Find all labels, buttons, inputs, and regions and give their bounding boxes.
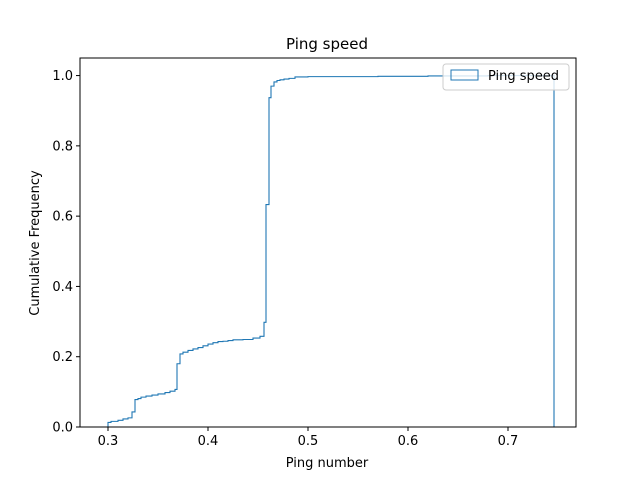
axes-frame: [79, 57, 577, 428]
legend-label: Ping speed: [488, 69, 559, 84]
chart-title: Ping speed: [286, 35, 368, 53]
x-tick-label: 0.4: [198, 434, 219, 449]
x-axis-ticks: 0.3 0.4 0.5 0.6 0.7: [98, 427, 519, 449]
x-tick-label: 0.5: [298, 434, 319, 449]
y-tick-label: 0.2: [52, 350, 73, 365]
x-tick-label: 0.7: [498, 434, 519, 449]
y-tick-label: 0.8: [52, 139, 73, 154]
x-axis-label: Ping number: [286, 456, 369, 471]
y-tick-label: 0.0: [52, 421, 73, 436]
y-tick-label: 0.4: [52, 280, 73, 295]
x-tick-label: 0.6: [398, 434, 419, 449]
plot-area: [104, 75, 555, 428]
legend-swatch: [450, 69, 479, 81]
y-tick-label: 0.6: [52, 210, 73, 225]
y-tick-label: 1.0: [52, 69, 73, 84]
y-axis-label: Cumulative Frequency: [28, 170, 43, 316]
series-step-line: [104, 75, 555, 428]
y-axis-ticks: 0.0 0.2 0.4 0.6 0.8 1.0: [52, 69, 80, 436]
x-tick-label: 0.3: [98, 434, 119, 449]
legend: Ping speed: [442, 63, 570, 91]
